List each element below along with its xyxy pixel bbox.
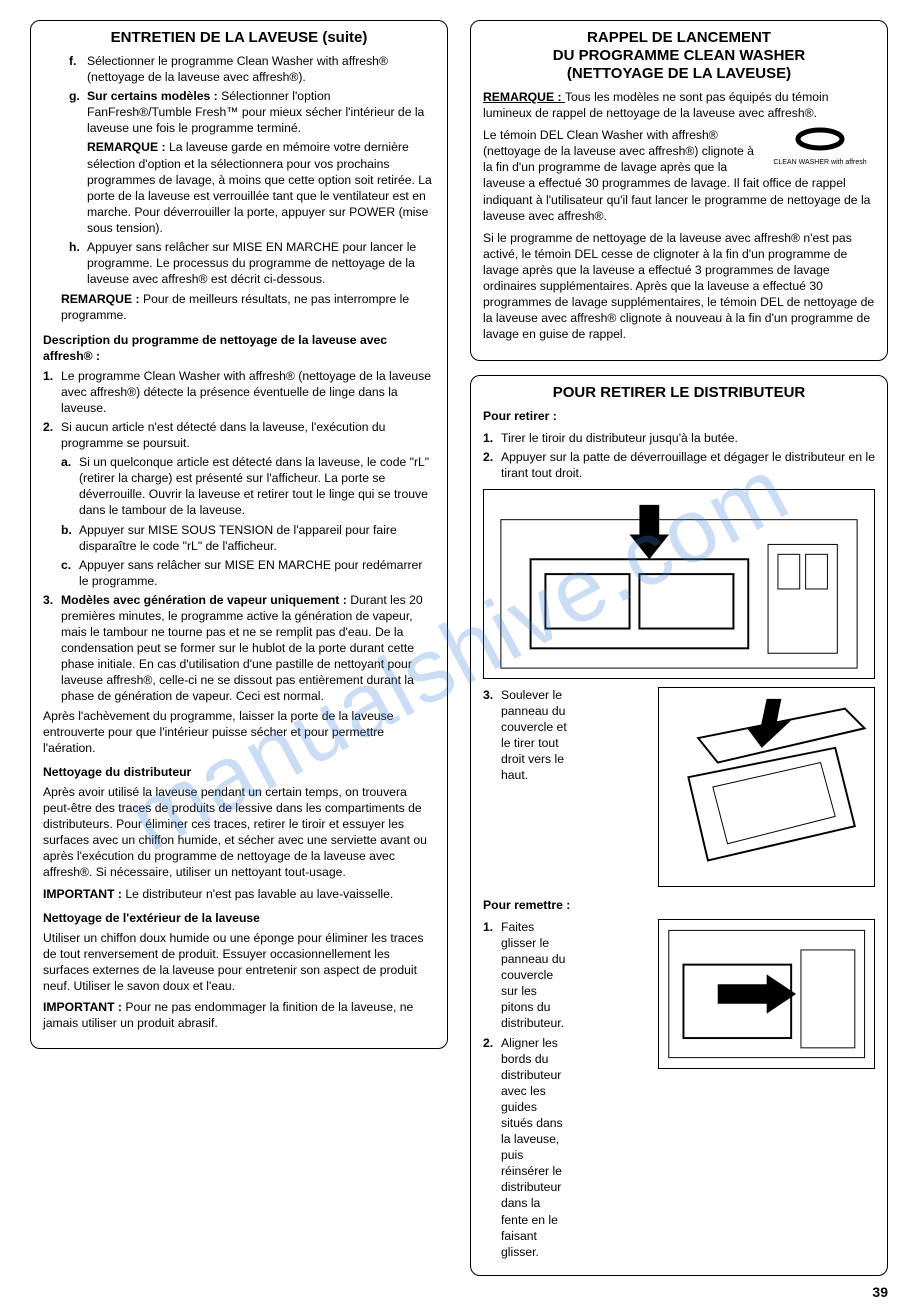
marker-m1: 1. [483, 919, 501, 1032]
text-r2: Appuyer sur la patte de déverrouillage e… [501, 449, 875, 481]
two-column-layout: ENTRETIEN DE LA LAVEUSE (suite) f.Sélect… [30, 20, 888, 1290]
desc-heading: Description du programme de nettoyage de… [43, 332, 435, 364]
text-h: Appuyer sans relâcher sur MISE EN MARCHE… [87, 239, 435, 287]
text-f: Sélectionner le programme Clean Washer w… [87, 53, 435, 85]
num-list-3: 3.Modèles avec génération de vapeur uniq… [43, 592, 435, 705]
marker-m2: 2. [483, 1035, 501, 1260]
rappel-p3: Si le programme de nettoyage de la laveu… [483, 230, 875, 343]
text-remarque-g: REMARQUE : La laveuse garde en mémoire v… [87, 139, 435, 236]
remettre-heading: Pour remettre : [483, 897, 875, 913]
text-r1: Tirer le tiroir du distributeur jusqu'à … [501, 430, 875, 446]
marker-c: c. [61, 557, 79, 589]
ext-body: Utiliser un chiffon doux humide ou une é… [43, 930, 435, 994]
marker-2: 2. [43, 419, 61, 451]
figure-lift-cover [658, 687, 875, 887]
remettre-row: 1.Faites glisser le panneau du couvercle… [483, 919, 875, 1263]
panel-distributeur: POUR RETIRER LE DISTRIBUTEUR Pour retire… [470, 375, 888, 1275]
text-a: Si un quelconque article est détecté dan… [79, 454, 435, 518]
figure-drawer-press [483, 489, 875, 679]
text-c: Appuyer sans relâcher sur MISE EN MARCHE… [79, 557, 435, 589]
remarque-1: REMARQUE : Pour de meilleurs résultats, … [61, 291, 435, 323]
text-2: Si aucun article n'est détecté dans la l… [61, 419, 435, 451]
text-m2: Aligner les bords du distributeur avec l… [501, 1035, 570, 1260]
marker-b: b. [61, 522, 79, 554]
left-column: ENTRETIEN DE LA LAVEUSE (suite) f.Sélect… [30, 20, 448, 1290]
marker-3: 3. [43, 592, 61, 705]
dist-body: Après avoir utilisé la laveuse pendant u… [43, 784, 435, 881]
step3-row: 3.Soulever le panneau du couvercle et le… [483, 687, 875, 887]
figure-reinsert [658, 919, 875, 1069]
text-m1: Faites glisser le panneau du couvercle s… [501, 919, 570, 1032]
text-1: Le programme Clean Washer with affresh® … [61, 368, 435, 416]
marker-r1: 1. [483, 430, 501, 446]
list-abc: a.Si un quelconque article est détecté d… [61, 454, 435, 589]
retirer-list: 1.Tirer le tiroir du distributeur jusqu'… [483, 430, 875, 481]
text-b: Appuyer sur MISE SOUS TENSION de l'appar… [79, 522, 435, 554]
rappel-p1: REMARQUE : Tous les modèles ne sont pas … [483, 89, 875, 121]
right-column: RAPPEL DE LANCEMENT DU PROGRAMME CLEAN W… [470, 20, 888, 1290]
marker-g: g. [69, 88, 87, 136]
panel-title-dist: POUR RETIRER LE DISTRIBUTEUR [483, 384, 875, 402]
marker-a: a. [61, 454, 79, 518]
panel-title-rappel: RAPPEL DE LANCEMENT DU PROGRAMME CLEAN W… [483, 29, 875, 83]
marker-blank [69, 139, 87, 236]
marker-r3: 3. [483, 687, 501, 784]
marker-f: f. [69, 53, 87, 85]
important-1: IMPORTANT : Le distributeur n'est pas la… [43, 886, 435, 902]
text-g: Sur certains modèles : Sélectionner l'op… [87, 88, 435, 136]
marker-r2: 2. [483, 449, 501, 481]
after-prog: Après l'achèvement du programme, laisser… [43, 708, 435, 756]
panel-rappel: RAPPEL DE LANCEMENT DU PROGRAMME CLEAN W… [470, 20, 888, 361]
panel-entretien: ENTRETIEN DE LA LAVEUSE (suite) f.Sélect… [30, 20, 448, 1049]
text-3: Modèles avec génération de vapeur unique… [61, 592, 435, 705]
dist-heading: Nettoyage du distributeur [43, 764, 435, 780]
marker-h: h. [69, 239, 87, 287]
panel-title: ENTRETIEN DE LA LAVEUSE (suite) [43, 29, 435, 47]
list-fgh: f.Sélectionner le programme Clean Washer… [69, 53, 435, 287]
ext-heading: Nettoyage de l'extérieur de la laveuse [43, 910, 435, 926]
num-list-1-2: 1.Le programme Clean Washer with affresh… [43, 368, 435, 451]
text-r3: Soulever le panneau du couvercle et le t… [501, 687, 570, 784]
clean-washer-icon: CLEAN WASHER with affresh [765, 127, 875, 167]
badge-caption: CLEAN WASHER with affresh [765, 158, 875, 167]
page-number: 39 [872, 1283, 888, 1301]
important-2: IMPORTANT : Pour ne pas endommager la fi… [43, 999, 435, 1031]
retirer-heading: Pour retirer : [483, 408, 875, 424]
marker-1: 1. [43, 368, 61, 416]
